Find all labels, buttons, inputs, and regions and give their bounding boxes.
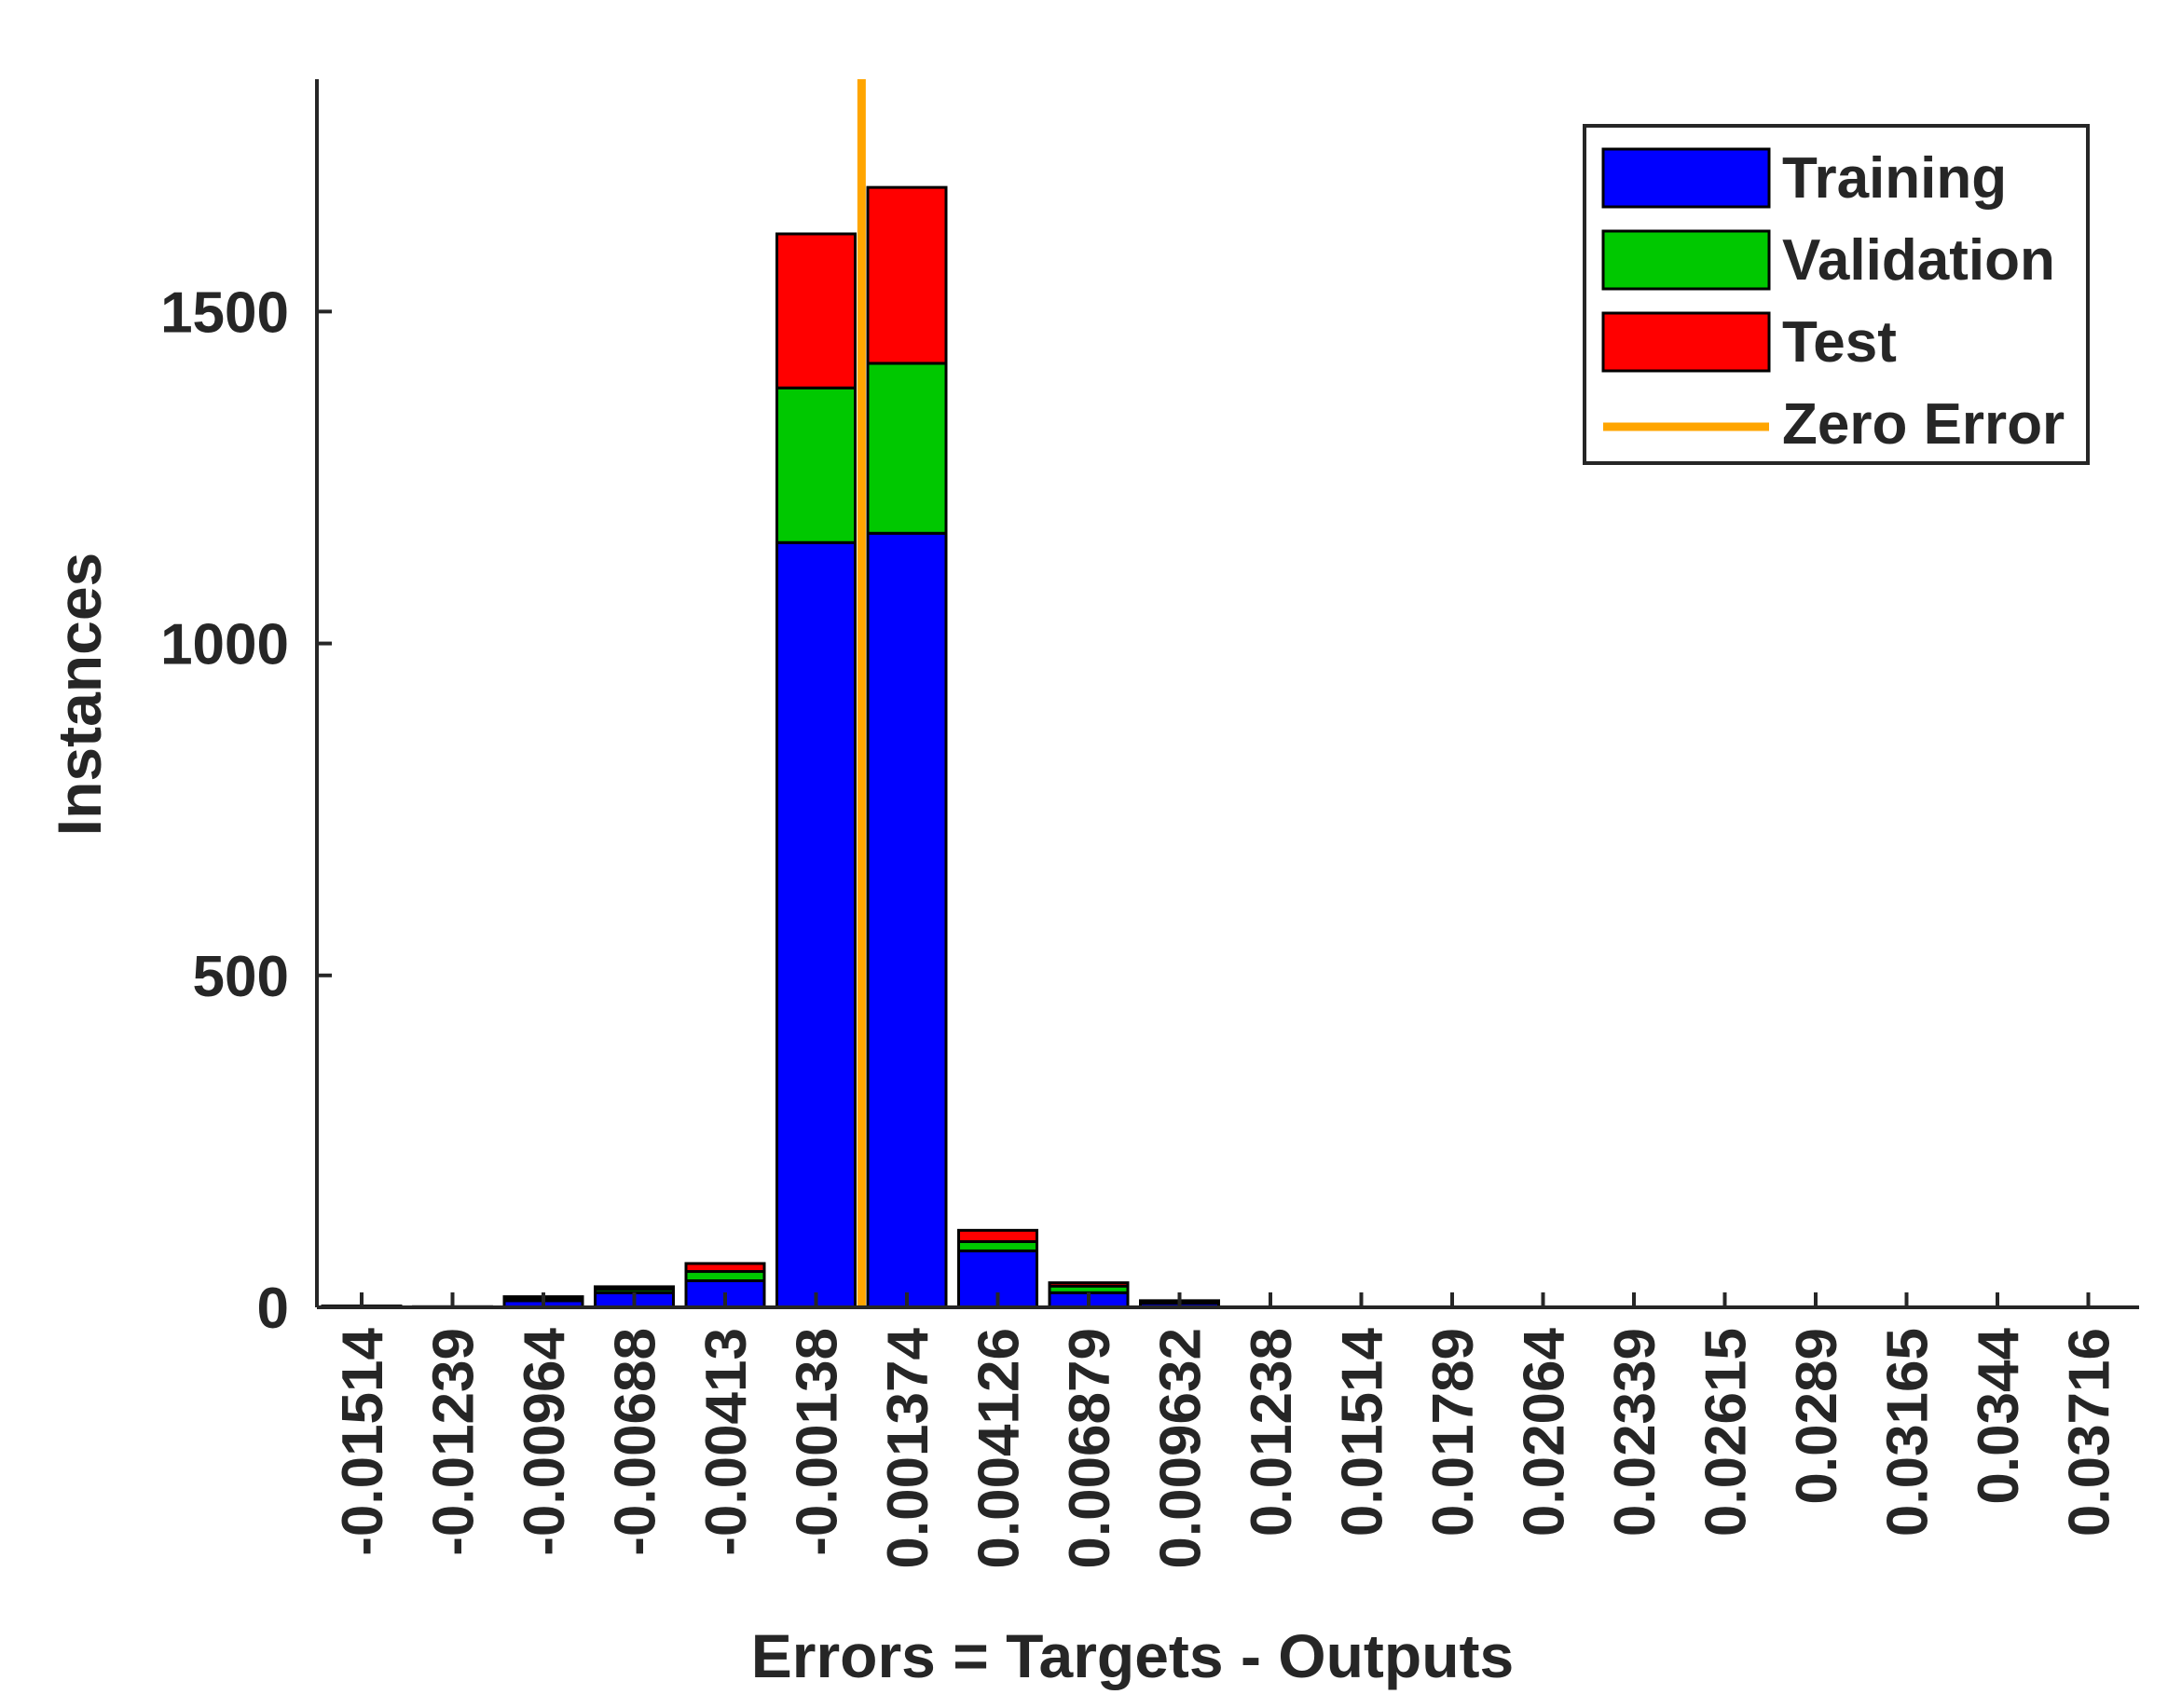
- bars-group: [321, 185, 1220, 1309]
- x-tick-label: 0.02615: [1695, 1328, 1759, 1537]
- x-tick-label: -0.00413: [694, 1328, 759, 1556]
- x-tick-label: 0.004126: [967, 1328, 1032, 1569]
- x-tick-label: -0.00964: [513, 1327, 577, 1555]
- x-tick-label: -0.00688: [604, 1328, 668, 1556]
- x-tick-label: 0.01789: [1421, 1328, 1486, 1537]
- x-tick-label: 0.0344: [1967, 1327, 2031, 1504]
- y-tick-label: 1500: [160, 280, 289, 345]
- bar-test-3: [594, 1285, 675, 1291]
- x-tick-label: 0.03165: [1876, 1328, 1941, 1537]
- bar-test-8: [1048, 1281, 1130, 1288]
- bar-test-5: [775, 232, 857, 389]
- y-tick-label: 500: [193, 945, 289, 1009]
- axes-group: [315, 79, 2139, 1309]
- x-axis-label: Errors = Targets - Outputs: [751, 1621, 1514, 1690]
- x-tick-labels: -0.01514 -0.01239 -0.00964 -0.00688 -0.00413…: [331, 1327, 2122, 1568]
- legend-label-test: Test: [1782, 310, 1897, 375]
- legend: Training Validation Test Zero Error: [1583, 124, 2090, 465]
- bar-test-7: [957, 1228, 1038, 1243]
- x-tick-label: -0.01239: [422, 1328, 487, 1556]
- x-tick-label: 0.03716: [2058, 1328, 2122, 1537]
- legend-label-validation: Validation: [1782, 228, 2055, 293]
- x-tick-label: 0.01514: [1331, 1327, 1395, 1537]
- x-tick-label: -0.01514: [331, 1327, 395, 1555]
- legend-label-training: Training: [1782, 146, 2007, 211]
- bar-validation-6: [866, 362, 948, 535]
- x-tick-label: -0.00138: [786, 1328, 850, 1556]
- x-tick-label: 0.009632: [1149, 1328, 1214, 1569]
- bar-test-6: [866, 185, 948, 365]
- legend-label-zero-error: Zero Error: [1782, 392, 2065, 457]
- bar-training-6: [866, 531, 948, 1309]
- x-tick-label: 0.02339: [1603, 1328, 1667, 1537]
- legend-swatch-training: [1601, 147, 1771, 209]
- legend-swatch-test: [1601, 311, 1771, 373]
- legend-swatch-validation: [1601, 229, 1771, 291]
- y-tick-label: 0: [257, 1277, 289, 1341]
- x-tick-label: 0.0289: [1785, 1328, 1849, 1505]
- x-tick-label: 0.02064: [1513, 1327, 1577, 1537]
- x-tick-label: 0.01238: [1240, 1328, 1304, 1537]
- y-tick-label: 1000: [160, 613, 289, 677]
- y-axis-label: Instances: [45, 553, 114, 836]
- bar-training-5: [775, 540, 857, 1309]
- bar-test-4: [684, 1262, 766, 1274]
- bar-validation-5: [775, 386, 857, 544]
- x-tick-label: 0.001374: [876, 1327, 940, 1568]
- x-tick-label: 0.006879: [1058, 1328, 1122, 1569]
- y-tick-labels: 0 500 1000 1500: [160, 280, 289, 1341]
